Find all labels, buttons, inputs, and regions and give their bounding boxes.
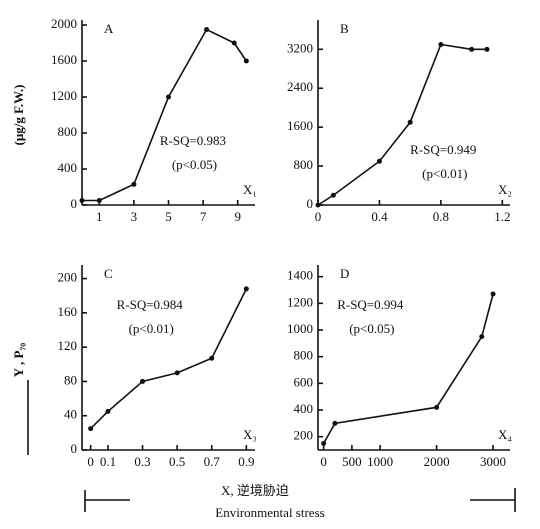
point <box>209 355 215 361</box>
y-tick-label: 3200 <box>287 40 313 55</box>
annotation: R-SQ=0.994 <box>337 297 404 312</box>
point <box>376 158 382 164</box>
point <box>96 198 102 203</box>
line <box>82 28 248 202</box>
point <box>321 440 327 446</box>
annotation: (p<0.05) <box>349 321 394 336</box>
annotation: R-SQ=0.949 <box>410 142 476 157</box>
y-tick-label: 800 <box>58 124 78 139</box>
point <box>332 420 338 426</box>
annotation: R-SQ=0.984 <box>117 297 184 312</box>
y-tick-label: 1200 <box>287 294 313 309</box>
y-label: (μg/g F.W.) <box>11 85 26 146</box>
point <box>438 41 444 47</box>
y-tick-label: 40 <box>64 407 77 422</box>
point <box>105 408 111 414</box>
panel-label: C <box>104 266 113 281</box>
x-tick-label: 3000 <box>480 454 506 469</box>
point <box>243 286 249 292</box>
point <box>479 334 485 340</box>
x-tick-label: 0 <box>315 209 322 224</box>
y-tick-label: 200 <box>294 428 314 443</box>
y-tick-label: 1600 <box>287 118 313 133</box>
y-tick-label: 0 <box>71 441 78 456</box>
point <box>490 291 496 297</box>
x-tick-label: 1 <box>96 209 103 224</box>
y-tick-label: 160 <box>58 304 78 319</box>
y-tick-label: 0 <box>307 196 314 211</box>
point <box>204 27 210 32</box>
x-label: X₂ <box>498 182 512 197</box>
x-tick-label: 0.4 <box>371 209 388 224</box>
y-tick-label: 1200 <box>51 88 77 103</box>
x-tick-label: 2000 <box>424 454 450 469</box>
y-tick-label: 400 <box>294 401 314 416</box>
annotation: R-SQ=0.983 <box>160 133 226 148</box>
point <box>140 378 146 384</box>
footer-en: Environmental stress <box>215 505 324 520</box>
point <box>88 426 94 432</box>
x-label: X₄ <box>498 427 512 442</box>
y-tick-label: 2400 <box>287 79 313 94</box>
x-tick-label: 0 <box>87 454 94 469</box>
x-tick-label: 1000 <box>367 454 393 469</box>
x-tick-label: 0.7 <box>204 454 221 469</box>
y-tick-label: 1400 <box>287 268 313 283</box>
y-tick-label: 800 <box>294 348 314 363</box>
x-tick-label: 0.1 <box>100 454 116 469</box>
y-tick-label: 1000 <box>287 321 313 336</box>
y-tick-label: 2000 <box>51 16 77 31</box>
point <box>434 404 440 410</box>
point <box>79 198 85 203</box>
x-label: X₁ <box>243 182 257 197</box>
y-tick-label: 800 <box>294 157 314 172</box>
x-tick-label: 3 <box>131 209 138 224</box>
x-tick-label: 500 <box>342 454 362 469</box>
point <box>131 181 137 187</box>
annotation: (p<0.01) <box>129 321 174 336</box>
x-tick-label: 0.5 <box>169 454 185 469</box>
point <box>469 46 475 52</box>
x-label: X₃ <box>243 427 257 442</box>
point <box>330 192 336 198</box>
line <box>90 288 248 430</box>
point <box>243 58 249 64</box>
y-tick-label: 200 <box>58 270 78 285</box>
annotation: (p<0.01) <box>422 166 467 181</box>
panel-label: B <box>340 21 349 36</box>
y-tick-label: 120 <box>58 338 78 353</box>
x-tick-label: 0 <box>320 454 327 469</box>
point <box>231 40 237 46</box>
y-tick-label: 80 <box>64 372 77 387</box>
x-tick-label: 0.9 <box>238 454 254 469</box>
point <box>315 202 321 208</box>
x-tick-label: 0.3 <box>134 454 150 469</box>
x-tick-label: 0.8 <box>433 209 449 224</box>
point <box>174 370 180 376</box>
y-tick-label: 600 <box>294 374 314 389</box>
panel-label: D <box>340 266 349 281</box>
annotation: (p<0.05) <box>172 157 217 172</box>
footer-cn: X, 逆境胁迫 <box>221 483 289 498</box>
x-tick-label: 1.2 <box>494 209 510 224</box>
y-tick-label: 400 <box>58 160 78 175</box>
x-tick-label: 7 <box>200 209 207 224</box>
point <box>484 46 490 52</box>
y-tick-label: 0 <box>71 196 78 211</box>
x-tick-label: 5 <box>165 209 172 224</box>
point <box>166 94 171 100</box>
y-label: Y , P₇₀ <box>11 343 26 377</box>
point <box>407 119 413 125</box>
x-tick-label: 9 <box>234 209 241 224</box>
line <box>322 293 494 444</box>
y-tick-label: 1600 <box>51 52 77 67</box>
panel-label: A <box>104 21 114 36</box>
